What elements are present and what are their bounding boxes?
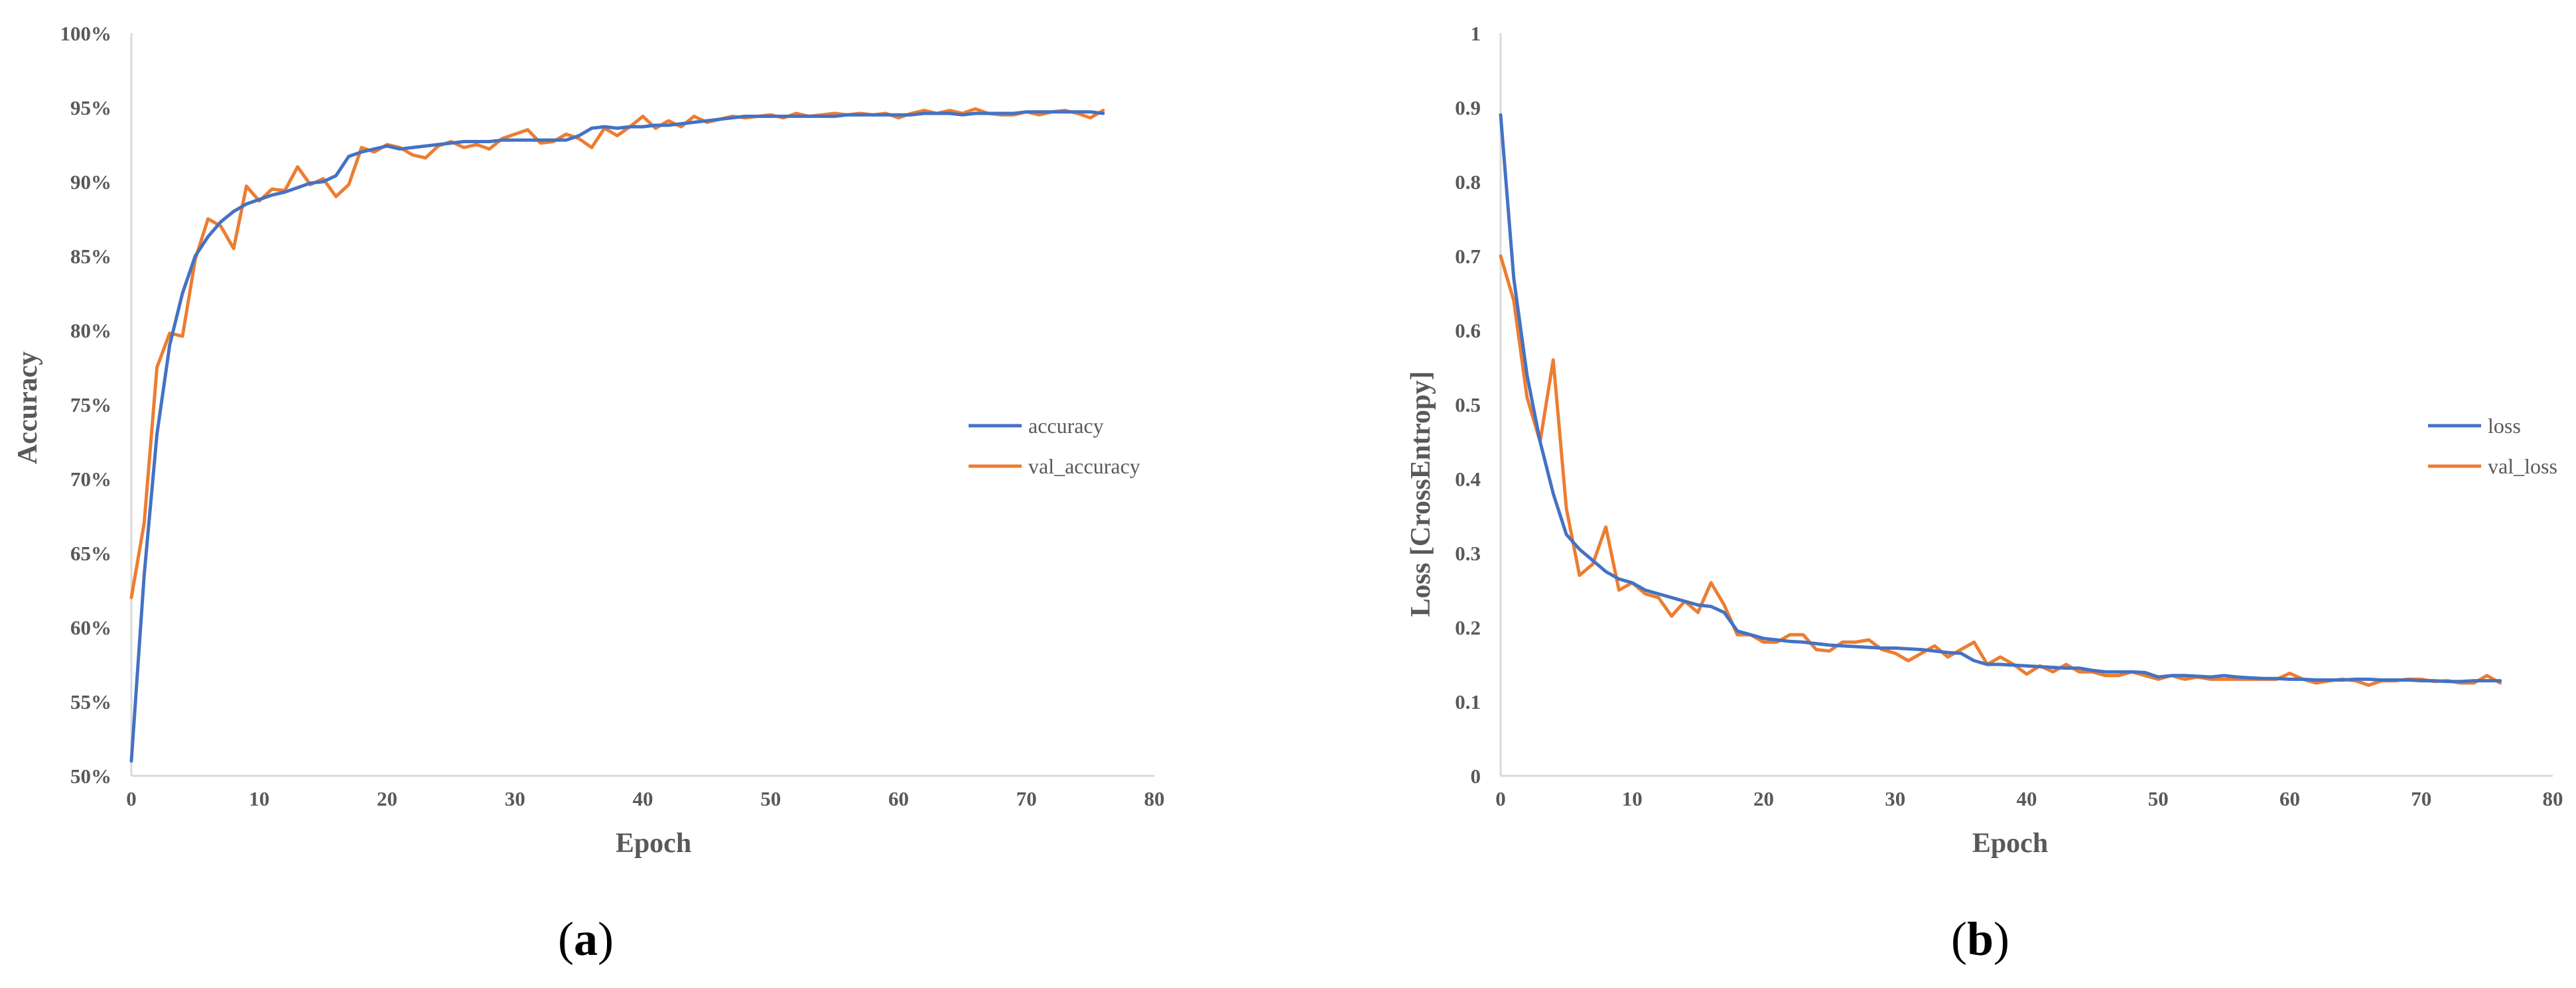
legend: loss val_loss xyxy=(2428,414,2557,478)
x-tick-label: 0 xyxy=(126,787,137,810)
y-tick-label: 0.8 xyxy=(1455,170,1481,194)
accuracy-chart: Epoch Accuracy 0 10 20 30 40 50 60 70 80 50% 55% 60… xyxy=(13,22,1165,965)
series-line-val-accuracy xyxy=(129,107,1105,599)
legend-label-val-accuracy: val_accuracy xyxy=(1028,454,1140,478)
x-tick-label: 10 xyxy=(1622,787,1643,810)
y-tick-label: 75% xyxy=(70,393,111,416)
y-tick-label: 65% xyxy=(70,542,111,565)
y-tick-label: 85% xyxy=(70,245,111,268)
y-tick-label: 0 xyxy=(1471,765,1481,788)
legend: accuracy val_accuracy xyxy=(969,414,1140,478)
x-tick-label: 20 xyxy=(1753,787,1774,810)
y-tick-label: 0.3 xyxy=(1455,542,1481,565)
x-tick-label: 0 xyxy=(1495,787,1506,810)
series-lines xyxy=(129,107,1105,763)
series-line-val-loss xyxy=(1499,254,2502,687)
y-tick-label: 70% xyxy=(70,467,111,491)
x-tick-label: 30 xyxy=(1885,787,1905,810)
panel-label-a: (a) xyxy=(558,912,614,965)
y-tick-label: 80% xyxy=(70,319,111,342)
legend-label-accuracy: accuracy xyxy=(1028,414,1104,438)
y-tick-label: 0.9 xyxy=(1455,96,1481,119)
y-tick-label: 50% xyxy=(70,765,111,788)
series-line-accuracy xyxy=(129,110,1105,763)
x-tick-label: 70 xyxy=(1016,787,1037,810)
x-tick-label: 80 xyxy=(1144,787,1165,810)
tick-labels: 0 10 20 30 40 50 60 70 80 0 0.1 0.2 0.3 0.4 0.5 0.6 0.7 0… xyxy=(1455,22,2563,810)
x-tick-label: 20 xyxy=(377,787,397,810)
legend-label-loss: loss xyxy=(2488,414,2521,438)
x-tick-label: 60 xyxy=(888,787,909,810)
y-tick-label: 0.7 xyxy=(1455,245,1481,268)
x-axis-title: Epoch xyxy=(616,828,691,859)
x-tick-label: 50 xyxy=(2148,787,2169,810)
y-tick-label: 55% xyxy=(70,690,111,713)
series-lines xyxy=(1499,113,2502,687)
y-tick-label: 95% xyxy=(70,96,111,119)
y-tick-label: 0.6 xyxy=(1455,319,1481,342)
x-tick-label: 70 xyxy=(2411,787,2431,810)
x-tick-label: 40 xyxy=(633,787,653,810)
loss-chart: Epoch Loss [CrossEntropy] 0 10 20 30 40 50 60 7… xyxy=(1406,22,2563,965)
x-tick-label: 50 xyxy=(760,787,781,810)
y-tick-label: 100% xyxy=(60,22,112,45)
x-tick-label: 40 xyxy=(2017,787,2037,810)
x-tick-label: 10 xyxy=(249,787,269,810)
y-tick-label: 60% xyxy=(70,616,111,639)
x-tick-label: 30 xyxy=(505,787,525,810)
panel-label-b: (b) xyxy=(1951,912,2009,965)
tick-labels: 0 10 20 30 40 50 60 70 80 50% 55% 60% 65% 70% 75% 80% 85… xyxy=(60,22,1165,810)
y-tick-label: 0.4 xyxy=(1455,467,1481,491)
y-tick-label: 90% xyxy=(70,170,111,194)
x-tick-label: 60 xyxy=(2279,787,2300,810)
y-tick-label: 0.1 xyxy=(1455,690,1481,713)
x-axis-title: Epoch xyxy=(1972,828,2048,859)
series-line-loss xyxy=(1499,113,2502,684)
y-tick-label: 0.5 xyxy=(1455,393,1481,416)
y-axis-title: Loss [CrossEntropy] xyxy=(1406,371,1436,617)
legend-label-val-loss: val_loss xyxy=(2488,454,2557,478)
x-tick-label: 80 xyxy=(2543,787,2563,810)
y-axis-title: Accuracy xyxy=(13,351,43,464)
y-tick-label: 0.2 xyxy=(1455,616,1481,639)
y-tick-label: 1 xyxy=(1471,22,1481,45)
